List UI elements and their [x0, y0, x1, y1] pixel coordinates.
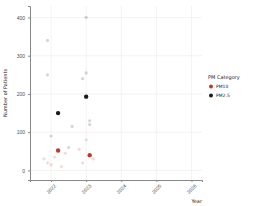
observation-point: [85, 71, 88, 74]
grid-line: [30, 55, 202, 56]
x-tick-label: 2026: [186, 183, 198, 195]
observation-point: [49, 134, 52, 137]
x-axis-line: [31, 181, 203, 183]
x-tick: 2024: [115, 180, 127, 195]
grid-line: [30, 17, 202, 18]
point: [56, 148, 60, 152]
grid-line: [191, 6, 192, 180]
x-tick-mark: [51, 180, 52, 182]
observation-point: [53, 155, 56, 158]
x-tick-label: 2023: [80, 183, 92, 195]
legend-label: PM10: [216, 84, 228, 89]
y-tick: 100: [17, 129, 30, 135]
grid: [30, 6, 202, 180]
y-tick-label: 200: [17, 91, 26, 97]
y-tick-label: 0: [22, 168, 25, 174]
x-axis: 2022 2023 2024 2025 2026: [31, 180, 203, 195]
x-tick: 2022: [45, 180, 57, 195]
legend-label: PM2.5: [216, 93, 230, 98]
grid-line: [121, 6, 122, 180]
point: [56, 111, 60, 115]
grid-line: [30, 132, 202, 133]
legend: PM Category PM10 PM2.5: [208, 74, 240, 98]
grid-line: [30, 93, 202, 94]
marks: [42, 16, 94, 168]
point: [87, 153, 91, 157]
observation-point: [46, 161, 49, 164]
legend-swatch: [209, 94, 213, 98]
grid-line: [86, 6, 87, 180]
observation-point: [71, 125, 74, 128]
grid-line: [30, 170, 202, 171]
y-tick-mark: [28, 170, 30, 171]
x-tick: 2025: [150, 180, 162, 195]
observation-point: [85, 16, 88, 19]
observation-point: [81, 161, 84, 164]
observation-point: [85, 138, 88, 141]
y-tick-label: 400: [17, 15, 26, 21]
grid-line: [51, 6, 52, 180]
x-tick: 2023: [80, 180, 92, 195]
y-tick-mark: [28, 56, 30, 57]
y-axis-title: Number of Patients: [2, 69, 8, 117]
x-tick-mark: [191, 180, 192, 182]
x-axis-title: Year: [190, 198, 203, 204]
observation-point: [64, 152, 67, 155]
observation-point: [42, 157, 45, 160]
x-tick-label: 2024: [115, 183, 127, 195]
y-tick-mark: [28, 132, 30, 133]
observation-point: [46, 39, 49, 42]
grid-line: [156, 6, 157, 180]
y-tick: 0: [22, 168, 30, 174]
x-tick-mark: [156, 180, 157, 182]
observation-point: [92, 157, 95, 160]
y-axis: 0 100 200 300 400: [17, 7, 31, 181]
y-tick-label: 100: [17, 129, 26, 135]
observation-point: [60, 165, 63, 168]
y-axis-line: [28, 7, 31, 181]
legend-title: PM Category: [208, 74, 240, 81]
x-tick-label: 2025: [150, 183, 162, 195]
legend-swatch: [209, 85, 213, 89]
observation-point: [81, 77, 84, 80]
observation-point: [88, 119, 91, 122]
observation-point: [46, 73, 49, 76]
chart: 2022 2023 2024 2025 2026 0 100 200 300 400 Year Num…: [0, 0, 258, 206]
y-tick-label: 300: [17, 53, 26, 59]
observation-point: [88, 123, 91, 126]
y-tick: 300: [17, 53, 30, 59]
point: [84, 94, 88, 98]
observation-point: [78, 148, 81, 151]
x-tick-label: 2022: [45, 183, 57, 195]
y-tick-mark: [28, 17, 30, 18]
x-tick: 2026: [186, 180, 198, 195]
observation-point: [49, 163, 52, 166]
x-tick-mark: [86, 180, 87, 182]
observation-point: [67, 146, 70, 149]
y-tick: 400: [17, 15, 30, 21]
x-tick-mark: [121, 180, 122, 182]
y-tick-mark: [28, 94, 30, 95]
y-tick: 200: [17, 91, 30, 97]
